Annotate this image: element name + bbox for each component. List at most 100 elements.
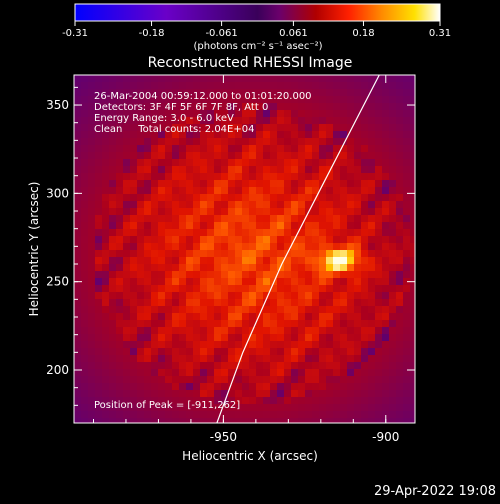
heatmap-cell bbox=[375, 320, 383, 328]
heatmap-cell bbox=[228, 229, 236, 237]
heatmap-cell bbox=[123, 285, 131, 293]
heatmap-cell bbox=[109, 152, 117, 160]
heatmap-cell bbox=[305, 201, 313, 209]
heatmap-cell bbox=[109, 285, 117, 293]
heatmap-cell bbox=[95, 215, 103, 223]
heatmap-cell bbox=[137, 229, 145, 237]
heatmap-cell bbox=[319, 292, 327, 300]
heatmap-cell bbox=[403, 131, 411, 139]
heatmap-cell bbox=[228, 369, 236, 377]
heatmap-cell bbox=[270, 222, 278, 230]
heatmap-cell bbox=[263, 390, 271, 398]
heatmap-cell bbox=[256, 390, 264, 398]
heatmap-cell bbox=[102, 404, 110, 412]
heatmap-cell bbox=[256, 201, 264, 209]
heatmap-cell bbox=[256, 166, 264, 174]
heatmap-cell bbox=[130, 278, 138, 286]
heatmap-cell bbox=[242, 229, 250, 237]
heatmap-cell bbox=[333, 96, 341, 104]
heatmap-cell bbox=[361, 201, 369, 209]
heatmap-cell bbox=[88, 383, 96, 391]
heatmap-cell bbox=[137, 152, 145, 160]
y-axis-label: Heliocentric Y (arcsec) bbox=[27, 182, 41, 317]
heatmap-cell bbox=[235, 250, 243, 258]
heatmap-cell bbox=[235, 334, 243, 342]
heatmap-cell bbox=[242, 208, 250, 216]
heatmap-cell bbox=[193, 236, 201, 244]
heatmap-cell bbox=[123, 194, 131, 202]
heatmap-cell bbox=[123, 215, 131, 223]
heatmap-cell bbox=[102, 383, 110, 391]
heatmap-cell bbox=[298, 334, 306, 342]
heatmap-cell bbox=[242, 320, 250, 328]
heatmap-cell bbox=[130, 390, 138, 398]
heatmap-cell bbox=[200, 75, 208, 83]
heatmap-cell bbox=[319, 152, 327, 160]
heatmap-cell bbox=[291, 180, 299, 188]
heatmap-cell bbox=[235, 173, 243, 181]
heatmap-cell bbox=[403, 362, 411, 370]
heatmap-cell bbox=[88, 236, 96, 244]
heatmap-cell bbox=[123, 201, 131, 209]
heatmap-cell bbox=[221, 131, 229, 139]
heatmap-cell bbox=[165, 278, 173, 286]
heatmap-cell bbox=[158, 320, 166, 328]
heatmap-cell bbox=[410, 166, 415, 174]
heatmap-cell bbox=[172, 166, 180, 174]
heatmap-cell bbox=[375, 299, 383, 307]
heatmap-cell bbox=[116, 299, 124, 307]
heatmap-cell bbox=[221, 173, 229, 181]
heatmap-cell bbox=[368, 341, 376, 349]
heatmap-cell bbox=[389, 271, 397, 279]
heatmap-cell bbox=[95, 404, 103, 412]
heatmap-cell bbox=[130, 257, 138, 265]
heatmap-cell bbox=[284, 299, 292, 307]
heatmap-cell bbox=[123, 229, 131, 237]
heatmap-cell bbox=[123, 187, 131, 195]
heatmap-cell bbox=[389, 166, 397, 174]
heatmap-cell bbox=[256, 236, 264, 244]
heatmap-cell bbox=[144, 292, 152, 300]
heatmap-cell bbox=[158, 355, 166, 363]
heatmap-cell bbox=[403, 327, 411, 335]
heatmap-cell bbox=[256, 215, 264, 223]
heatmap-cell bbox=[228, 320, 236, 328]
heatmap-cell bbox=[305, 271, 313, 279]
heatmap-cell bbox=[207, 229, 215, 237]
heatmap-cell bbox=[144, 159, 152, 167]
heatmap-cell bbox=[277, 229, 285, 237]
heatmap-cell bbox=[151, 173, 159, 181]
heatmap-cell bbox=[410, 327, 415, 335]
heatmap-cell bbox=[88, 313, 96, 321]
heatmap-cell bbox=[396, 215, 404, 223]
heatmap-cell bbox=[151, 152, 159, 160]
heatmap-cell bbox=[144, 187, 152, 195]
timestamp: 29-Apr-2022 19:08 bbox=[374, 484, 496, 499]
heatmap-cell bbox=[158, 103, 166, 111]
heatmap-cell bbox=[123, 173, 131, 181]
heatmap-cell bbox=[172, 89, 180, 97]
heatmap-cell bbox=[396, 96, 404, 104]
heatmap-cell bbox=[123, 306, 131, 314]
heatmap-cell bbox=[116, 292, 124, 300]
heatmap-cell bbox=[186, 348, 194, 356]
heatmap-cell bbox=[102, 166, 110, 174]
heatmap-cell bbox=[200, 355, 208, 363]
heatmap-cell bbox=[221, 348, 229, 356]
heatmap-cell bbox=[88, 131, 96, 139]
heatmap-cell bbox=[158, 229, 166, 237]
heatmap-cell bbox=[242, 194, 250, 202]
heatmap-cell bbox=[291, 124, 299, 132]
heatmap-cell bbox=[228, 201, 236, 209]
heatmap-cell bbox=[361, 362, 369, 370]
heatmap-cell bbox=[347, 180, 355, 188]
heatmap-cell bbox=[130, 187, 138, 195]
heatmap-cell bbox=[382, 264, 390, 272]
heatmap-cell bbox=[116, 110, 124, 118]
info-line-time: 26-Mar-2004 00:59:12.000 to 01:01:20.000 bbox=[94, 91, 312, 102]
heatmap-cell bbox=[410, 194, 415, 202]
heatmap-cell bbox=[123, 180, 131, 188]
heatmap-cell bbox=[221, 285, 229, 293]
heatmap-cell bbox=[249, 376, 257, 384]
heatmap-cell bbox=[249, 145, 257, 153]
